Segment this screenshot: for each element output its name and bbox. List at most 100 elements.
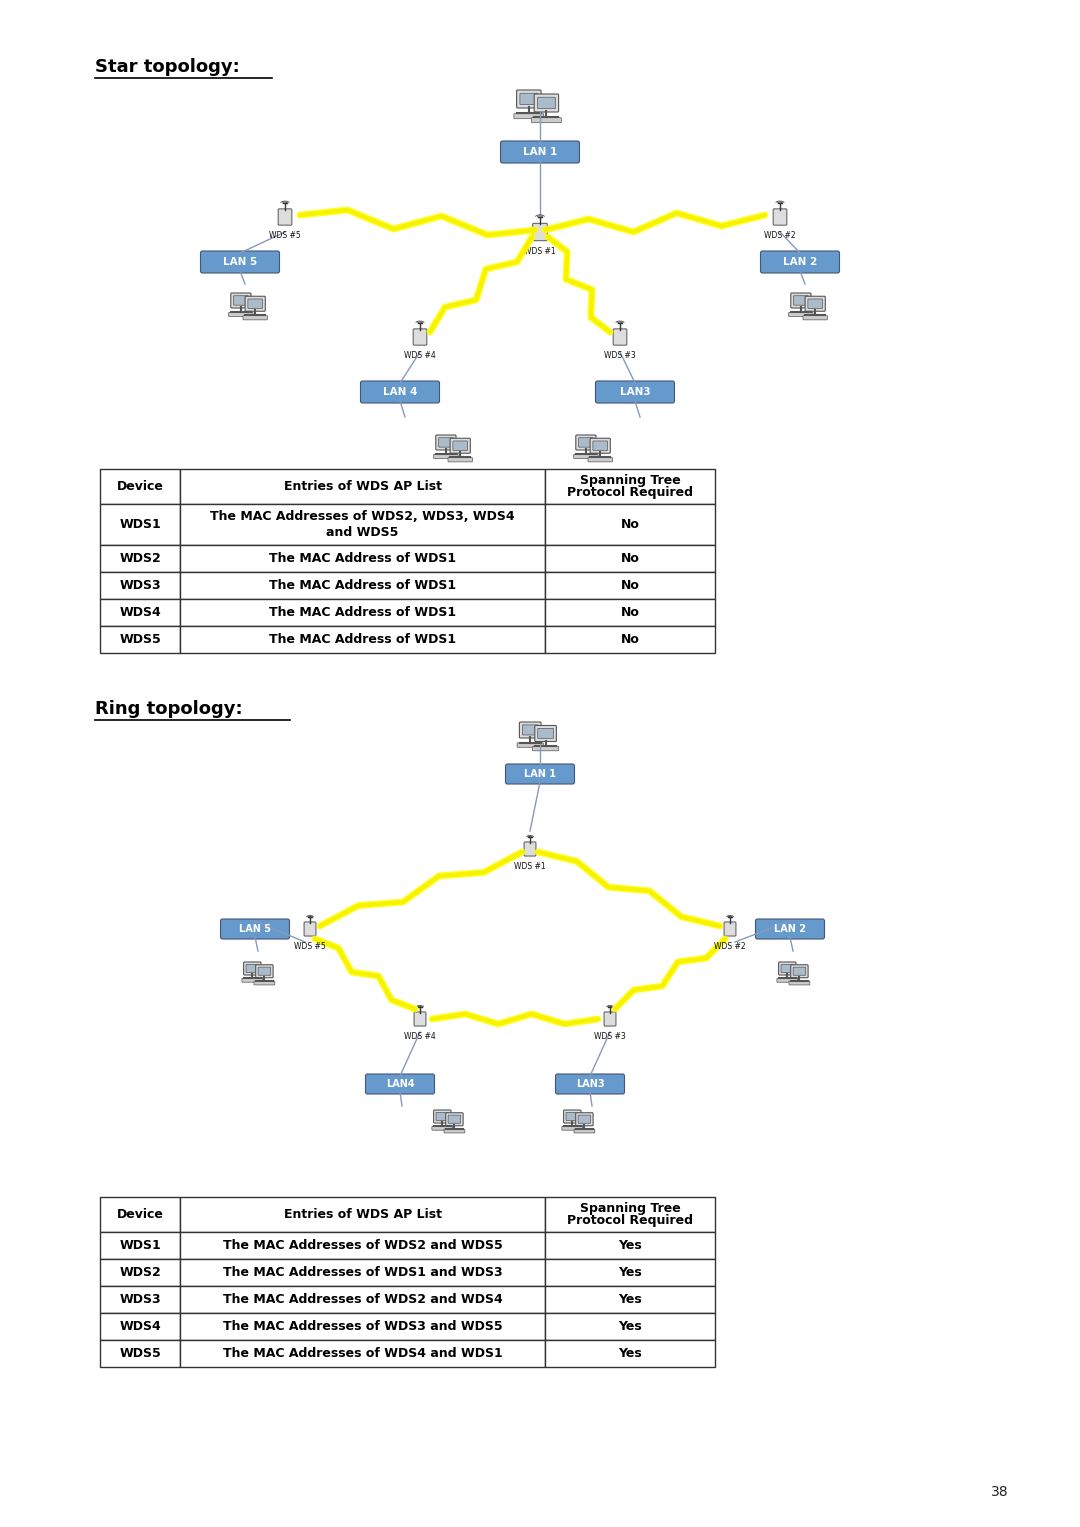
FancyBboxPatch shape	[604, 1012, 616, 1026]
Text: The MAC Addresses of WDS2 and WDS5: The MAC Addresses of WDS2 and WDS5	[222, 1238, 502, 1252]
FancyBboxPatch shape	[538, 98, 555, 108]
Text: LAN 5: LAN 5	[222, 257, 257, 267]
Text: WDS #3: WDS #3	[594, 1032, 626, 1041]
Bar	[100, 1313, 180, 1341]
Text: Ring topology:: Ring topology:	[95, 699, 243, 718]
FancyBboxPatch shape	[588, 458, 612, 461]
FancyBboxPatch shape	[519, 93, 538, 105]
Bar	[100, 1232, 180, 1260]
Text: Spanning Tree: Spanning Tree	[580, 1202, 680, 1215]
Bar	[545, 626, 715, 652]
Bar	[180, 1232, 545, 1260]
FancyBboxPatch shape	[500, 140, 580, 163]
FancyBboxPatch shape	[531, 118, 562, 122]
Bar	[180, 1197, 545, 1232]
FancyBboxPatch shape	[773, 209, 787, 224]
FancyBboxPatch shape	[245, 296, 266, 312]
Text: The MAC Addresses of WDS2, WDS3, WDS4: The MAC Addresses of WDS2, WDS3, WDS4	[211, 510, 515, 522]
FancyBboxPatch shape	[361, 382, 440, 403]
Text: Entries of WDS AP List: Entries of WDS AP List	[283, 1208, 442, 1222]
FancyBboxPatch shape	[524, 841, 536, 857]
FancyBboxPatch shape	[724, 922, 735, 936]
FancyBboxPatch shape	[777, 979, 798, 982]
Bar	[100, 545, 180, 571]
FancyBboxPatch shape	[555, 1073, 624, 1093]
Bar	[180, 599, 545, 626]
Bar	[545, 1341, 715, 1367]
Text: Entries of WDS AP List: Entries of WDS AP List	[283, 479, 442, 493]
FancyBboxPatch shape	[576, 1113, 593, 1125]
Text: WDS2: WDS2	[119, 1266, 161, 1280]
FancyBboxPatch shape	[779, 962, 796, 976]
FancyBboxPatch shape	[246, 965, 258, 973]
Bar	[180, 504, 545, 545]
Text: LAN 2: LAN 2	[774, 924, 806, 935]
Text: 38: 38	[991, 1484, 1009, 1500]
FancyBboxPatch shape	[789, 982, 810, 985]
Text: LAN3: LAN3	[576, 1080, 605, 1089]
FancyBboxPatch shape	[595, 382, 675, 403]
Bar	[100, 1341, 180, 1367]
FancyBboxPatch shape	[573, 455, 598, 458]
Text: WDS3: WDS3	[119, 579, 161, 591]
FancyBboxPatch shape	[436, 1112, 448, 1121]
Text: The MAC Addresses of WDS3 and WDS5: The MAC Addresses of WDS3 and WDS5	[222, 1321, 502, 1333]
FancyBboxPatch shape	[444, 1128, 464, 1133]
Text: Yes: Yes	[618, 1293, 642, 1306]
Bar	[545, 469, 715, 504]
Text: WDS #1: WDS #1	[514, 863, 545, 870]
FancyBboxPatch shape	[804, 316, 827, 319]
FancyBboxPatch shape	[756, 919, 824, 939]
Bar	[180, 571, 545, 599]
Bar	[545, 504, 715, 545]
Text: LAN3: LAN3	[620, 386, 650, 397]
Text: Yes: Yes	[618, 1347, 642, 1361]
FancyBboxPatch shape	[434, 455, 458, 458]
Text: WDS1: WDS1	[119, 1238, 161, 1252]
Text: Yes: Yes	[618, 1321, 642, 1333]
Text: WDS2: WDS2	[119, 551, 161, 565]
Text: WDS #5: WDS #5	[294, 942, 326, 951]
FancyBboxPatch shape	[305, 922, 316, 936]
FancyBboxPatch shape	[805, 296, 825, 312]
FancyBboxPatch shape	[248, 299, 262, 308]
FancyBboxPatch shape	[791, 293, 811, 308]
FancyBboxPatch shape	[433, 1110, 451, 1122]
FancyBboxPatch shape	[256, 965, 273, 977]
FancyBboxPatch shape	[788, 313, 813, 316]
Bar	[180, 545, 545, 571]
Text: Device: Device	[117, 1208, 163, 1222]
FancyBboxPatch shape	[436, 435, 456, 450]
Text: LAN 1: LAN 1	[524, 770, 556, 779]
FancyBboxPatch shape	[254, 982, 274, 985]
Text: Spanning Tree: Spanning Tree	[580, 473, 680, 487]
FancyBboxPatch shape	[258, 967, 271, 976]
Bar	[100, 469, 180, 504]
FancyBboxPatch shape	[448, 458, 472, 461]
FancyBboxPatch shape	[538, 728, 553, 739]
Text: Star topology:: Star topology:	[95, 58, 240, 76]
Text: Protocol Required: Protocol Required	[567, 1214, 693, 1228]
Text: LAN 1: LAN 1	[523, 147, 557, 157]
FancyBboxPatch shape	[794, 296, 808, 305]
FancyBboxPatch shape	[562, 1127, 583, 1130]
Bar	[545, 1197, 715, 1232]
FancyBboxPatch shape	[566, 1112, 579, 1121]
Bar	[545, 599, 715, 626]
Text: WDS #4: WDS #4	[404, 1032, 436, 1041]
FancyBboxPatch shape	[233, 296, 248, 305]
FancyBboxPatch shape	[505, 764, 575, 783]
Text: The MAC Address of WDS1: The MAC Address of WDS1	[269, 606, 456, 618]
FancyBboxPatch shape	[446, 1113, 463, 1125]
FancyBboxPatch shape	[448, 1115, 461, 1124]
Text: WDS5: WDS5	[119, 1347, 161, 1361]
Text: WDS4: WDS4	[119, 606, 161, 618]
FancyBboxPatch shape	[760, 250, 839, 273]
Text: WDS #2: WDS #2	[765, 231, 796, 240]
FancyBboxPatch shape	[242, 979, 262, 982]
FancyBboxPatch shape	[573, 1128, 595, 1133]
FancyBboxPatch shape	[453, 441, 468, 450]
FancyBboxPatch shape	[578, 1115, 591, 1124]
FancyBboxPatch shape	[279, 209, 292, 224]
FancyBboxPatch shape	[516, 90, 541, 108]
